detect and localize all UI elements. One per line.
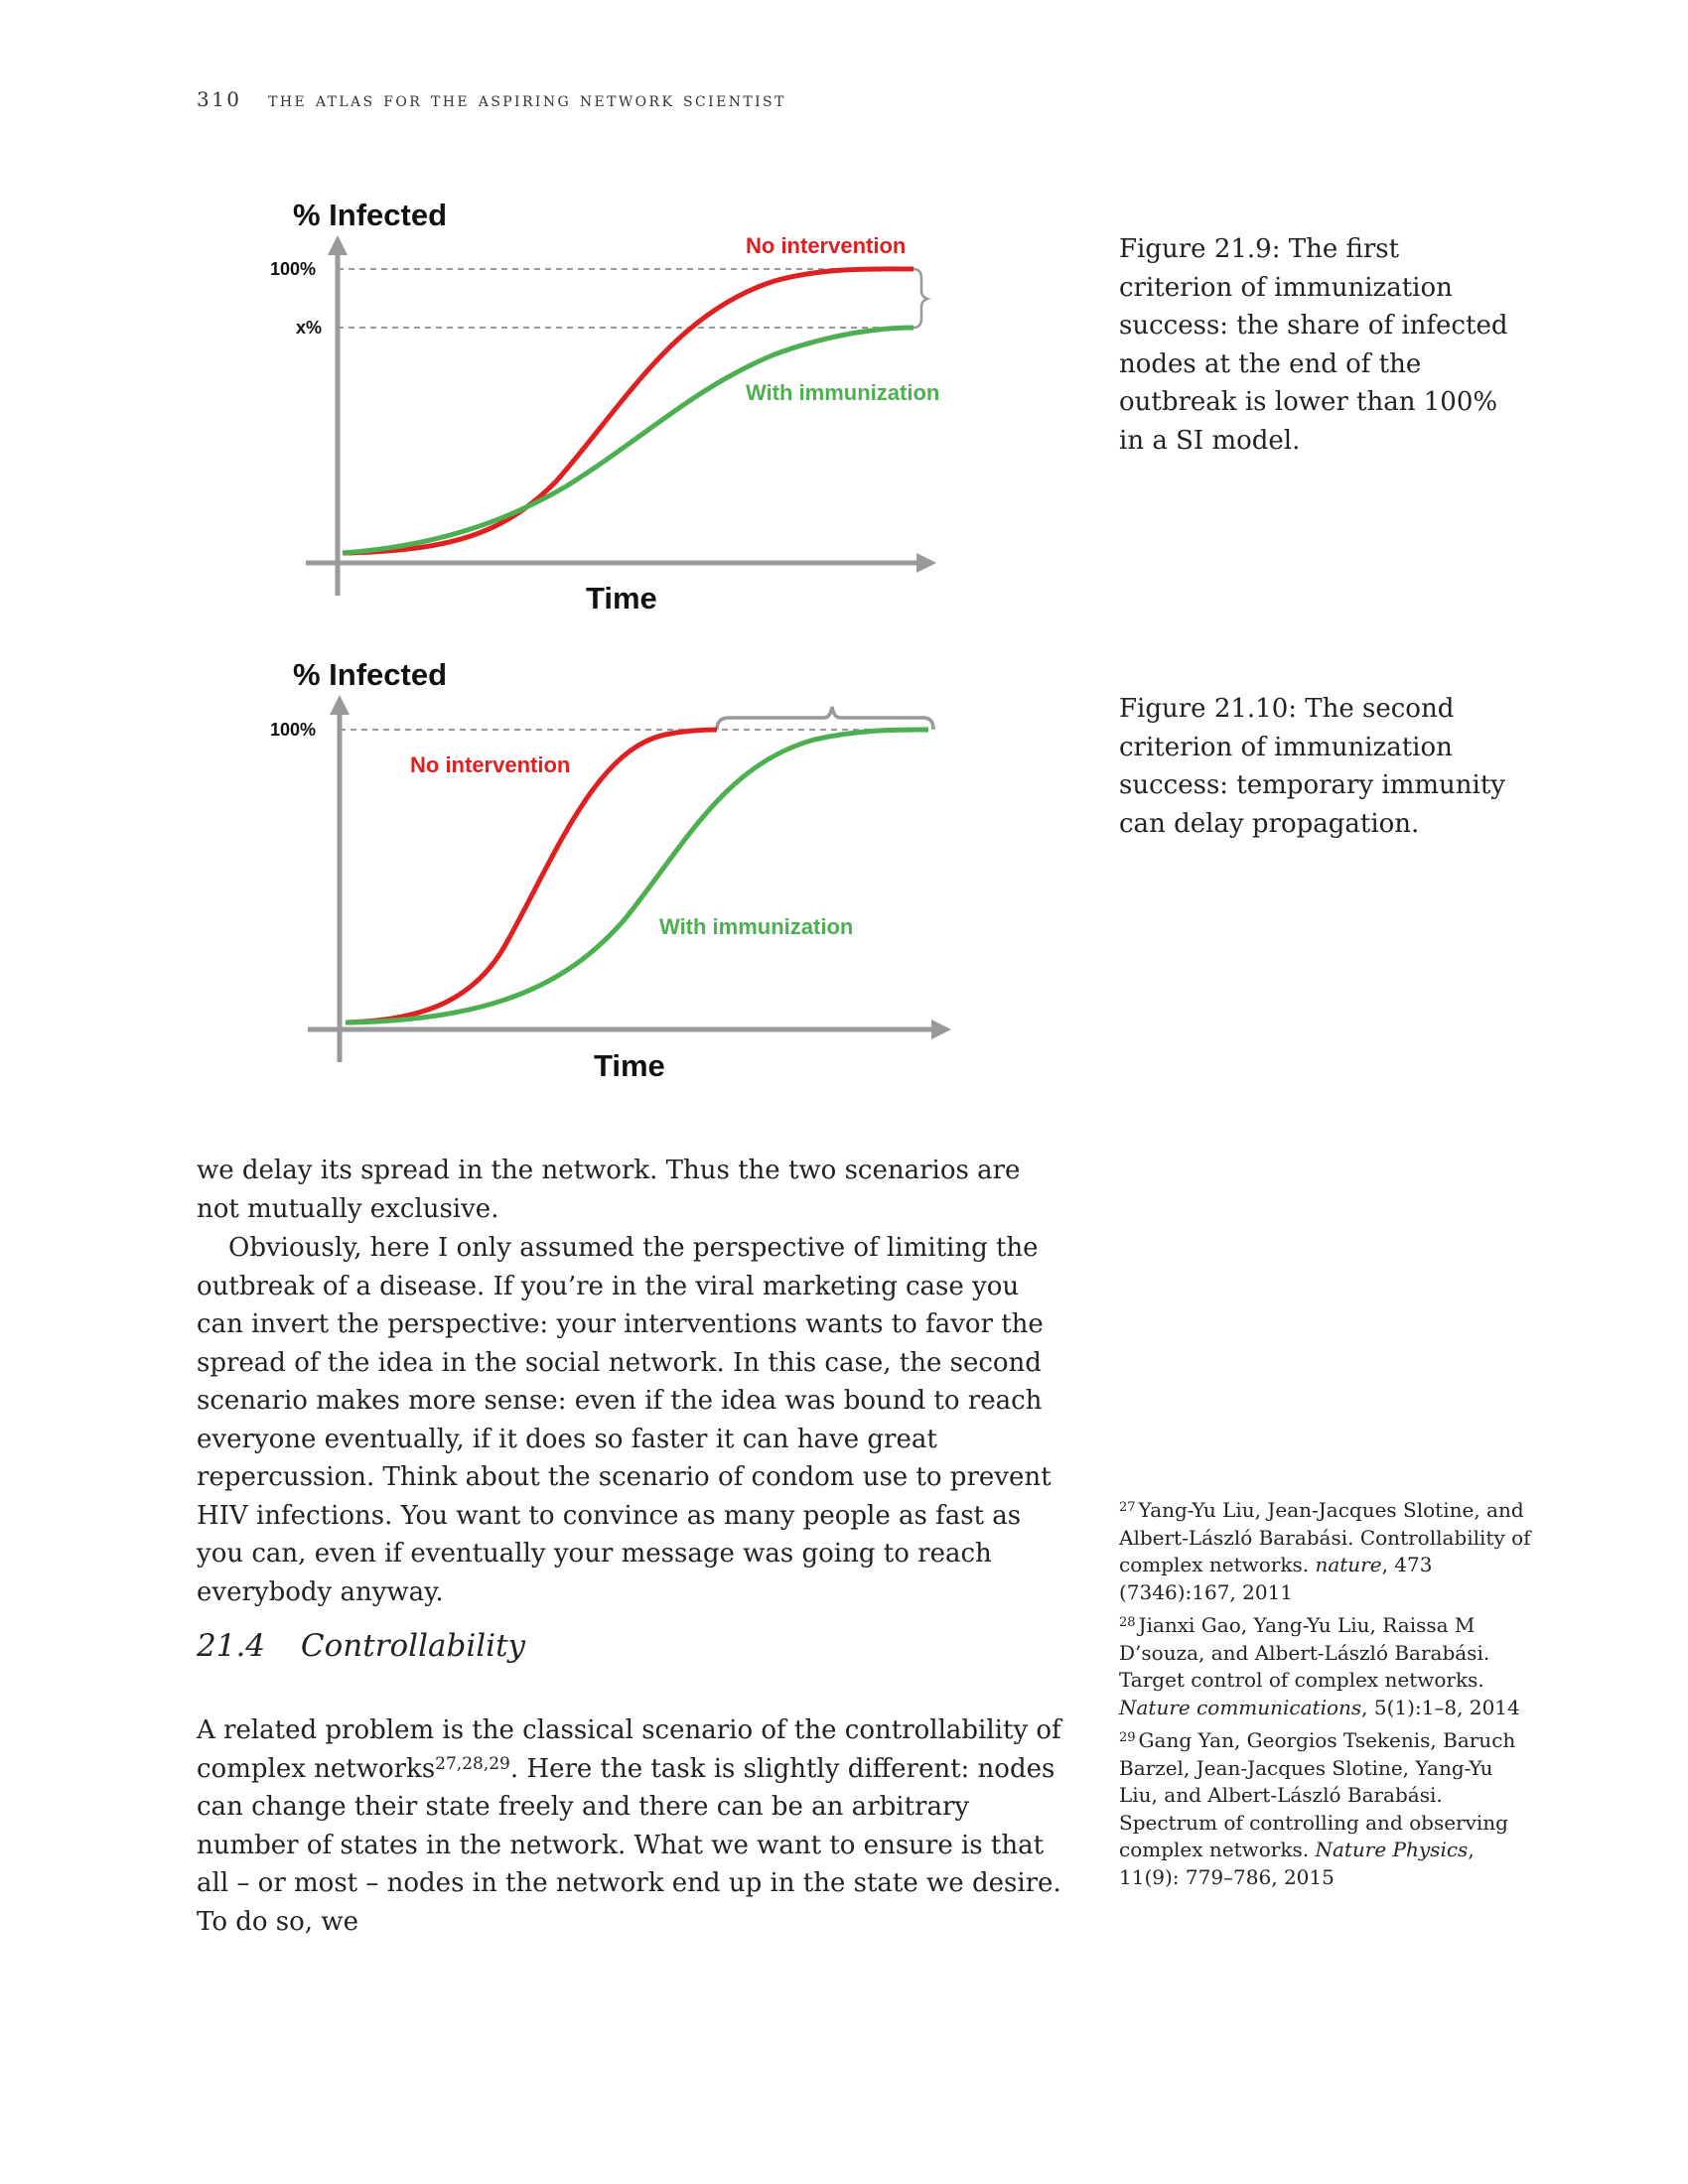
figure-21-10-chart: % Infected 100% No intervention With imm… bbox=[270, 657, 951, 1083]
footnote-text: Gang Yan, Georgios Tsekenis, Baruch Barz… bbox=[1119, 1728, 1516, 1861]
body-paragraph: Obviously, here I only assumed the persp… bbox=[197, 1229, 1065, 1611]
series-no-intervention-line bbox=[345, 727, 718, 1025]
y-axis-arrowhead bbox=[330, 695, 350, 715]
footnote-venue: nature bbox=[1315, 1553, 1382, 1576]
series-with-immunization-line bbox=[342, 325, 914, 556]
footnote-venue: Nature communications bbox=[1119, 1695, 1362, 1719]
running-header: 310 THE ATLAS FOR THE ASPIRING NETWORK S… bbox=[197, 87, 786, 111]
paragraph-text-part: . Here the task is slightly different: n… bbox=[197, 1753, 1061, 1937]
figure-21-10-caption: Figure 21.10: The second criterion of im… bbox=[1119, 694, 1505, 839]
section-number: 21.4 bbox=[197, 1628, 266, 1664]
page-number: 310 bbox=[197, 87, 242, 111]
x-axis-label: Time bbox=[594, 1048, 665, 1083]
y-axis-arrowhead bbox=[328, 235, 348, 255]
paragraph-text: A related problem is the classical scena… bbox=[197, 1711, 1065, 1941]
x-axis-arrowhead bbox=[916, 553, 936, 573]
footnote-rest: , 11(9): 779–786, 2015 bbox=[1119, 1838, 1475, 1889]
footnote-rest: , 5(1):1–8, 2014 bbox=[1361, 1695, 1520, 1719]
footnote-number: 29 bbox=[1119, 1730, 1136, 1745]
footnote-29: 29 Gang Yan, Georgios Tsekenis, Baruch Ba… bbox=[1119, 1727, 1536, 1891]
paragraph-text-part: A related problem is the classical scena… bbox=[197, 1715, 1061, 1784]
footnote-number: 27 bbox=[1119, 1500, 1136, 1515]
footnote-text: Jianxi Gao, Yang-Yu Liu, Raissa M D’souz… bbox=[1119, 1613, 1490, 1692]
figure-21-9-chart: % Infected 100% x% No intervention With … bbox=[270, 198, 939, 615]
body-paragraph: A related problem is the classical scena… bbox=[197, 1711, 1065, 1941]
series-label-no-intervention: No intervention bbox=[410, 752, 570, 777]
section-heading: 21.4 Controllability bbox=[197, 1628, 525, 1664]
y-tick-100: 100% bbox=[270, 720, 316, 740]
x-axis-label: Time bbox=[586, 581, 657, 615]
figure-21-9-caption: Figure 21.9: The first criterion of immu… bbox=[1119, 234, 1508, 456]
footnote-venue: Nature Physics bbox=[1315, 1838, 1469, 1861]
x-axis-arrowhead bbox=[931, 1020, 951, 1039]
footnote-28: 28 Jianxi Gao, Yang-Yu Liu, Raissa M D’so… bbox=[1119, 1612, 1536, 1721]
series-label-no-intervention: No intervention bbox=[746, 233, 906, 258]
footnote-27: 27 Yang-Yu Liu, Jean-Jacques Slotine, and… bbox=[1119, 1497, 1536, 1606]
sidenotes: 27 Yang-Yu Liu, Jean-Jacques Slotine, and… bbox=[1119, 1497, 1536, 1897]
y-tick-100: 100% bbox=[270, 259, 316, 279]
delay-brace bbox=[715, 706, 935, 731]
book-title: THE ATLAS FOR THE ASPIRING NETWORK SCIEN… bbox=[268, 87, 786, 111]
series-label-with-immunization: With immunization bbox=[659, 914, 853, 939]
citation-marker[interactable]: 27,28,29 bbox=[435, 1753, 510, 1774]
footnote-text: Yang-Yu Liu, Jean-Jacques Slotine, and A… bbox=[1119, 1498, 1531, 1576]
y-axis-label: % Infected bbox=[293, 657, 447, 692]
footnote-number: 28 bbox=[1119, 1615, 1136, 1630]
paragraph-text: Obviously, here I only assumed the persp… bbox=[197, 1233, 1052, 1607]
y-tick-x: x% bbox=[296, 318, 322, 338]
series-no-intervention-line bbox=[342, 266, 914, 556]
paragraph-text: we delay its spread in the network. Thus… bbox=[197, 1156, 1021, 1224]
series-label-with-immunization: With immunization bbox=[746, 380, 939, 405]
footnote-rest: , 473 (7346):167, 2011 bbox=[1119, 1553, 1433, 1604]
section-title: Controllability bbox=[300, 1628, 526, 1664]
series-with-immunization-line bbox=[345, 727, 929, 1025]
body-paragraph: we delay its spread in the network. Thus… bbox=[197, 1152, 1065, 1228]
difference-brace bbox=[913, 267, 931, 330]
y-axis-label: % Infected bbox=[293, 198, 447, 232]
